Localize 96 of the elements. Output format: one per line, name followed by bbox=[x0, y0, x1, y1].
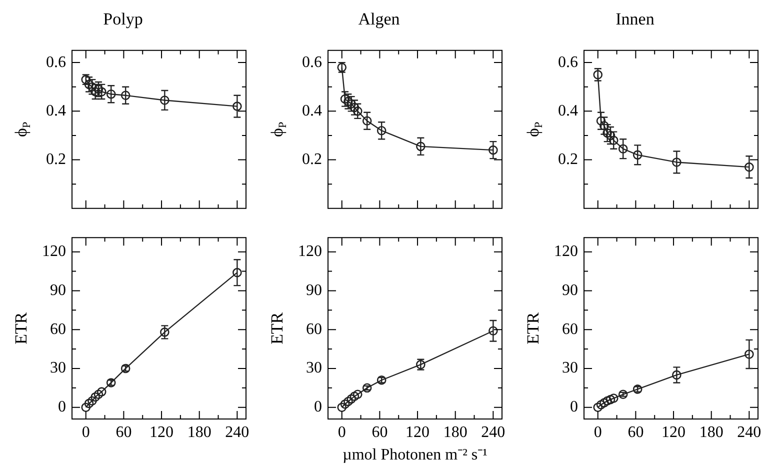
x-tick-label: 120 bbox=[662, 424, 686, 441]
x-tick-label: 180 bbox=[187, 424, 212, 441]
y-tick-label: 0.4 bbox=[558, 102, 578, 120]
y-axis-title: ETR bbox=[523, 312, 542, 344]
y-tick-label: 0.6 bbox=[46, 54, 66, 71]
x-axis-title: µmol Photonen m⁻² s⁻¹ bbox=[342, 446, 488, 464]
point bbox=[106, 90, 116, 99]
y-axis-title: ϕP bbox=[11, 122, 33, 137]
point bbox=[632, 150, 642, 160]
point bbox=[593, 70, 603, 80]
y-tick-label: 0 bbox=[570, 398, 578, 416]
chart-title: Polyp bbox=[103, 10, 143, 29]
point bbox=[416, 142, 426, 152]
point bbox=[90, 392, 100, 402]
point bbox=[84, 398, 94, 408]
point bbox=[602, 128, 612, 138]
y-axis-title: ϕP bbox=[523, 122, 545, 137]
point bbox=[340, 399, 350, 409]
x-tick-label: 180 bbox=[699, 424, 724, 441]
x-tick-label: 120 bbox=[150, 424, 174, 441]
x-tick-label: 240 bbox=[737, 424, 762, 441]
point bbox=[362, 383, 372, 393]
y-tick-label: 0 bbox=[314, 398, 322, 416]
point bbox=[744, 350, 754, 359]
point bbox=[672, 158, 682, 167]
point bbox=[618, 390, 628, 400]
x-tick-label: 0 bbox=[82, 424, 90, 441]
y-tick-label: 0.6 bbox=[302, 54, 322, 71]
y-tick-label: 30 bbox=[50, 360, 66, 377]
point bbox=[488, 326, 498, 336]
point bbox=[352, 390, 362, 400]
x-tick-label: 60 bbox=[116, 424, 132, 441]
x-tick-label: 0 bbox=[338, 424, 346, 441]
y-tick-label: 120 bbox=[298, 243, 322, 260]
y-tick-label: 0.2 bbox=[558, 150, 578, 168]
x-tick-label: 120 bbox=[406, 424, 430, 441]
y-axis-title: ETR bbox=[267, 312, 286, 344]
point bbox=[596, 116, 606, 126]
y-axis-title: ETR bbox=[11, 312, 30, 344]
point bbox=[232, 102, 242, 111]
point bbox=[96, 87, 106, 96]
point bbox=[602, 396, 612, 406]
point bbox=[81, 402, 91, 412]
y-tick-label: 0.6 bbox=[558, 54, 578, 71]
point bbox=[96, 387, 106, 396]
y-tick-label: 0.2 bbox=[46, 150, 66, 168]
point bbox=[160, 96, 170, 105]
y-tick-label: 0.4 bbox=[46, 102, 66, 120]
x-tick-label: 60 bbox=[628, 424, 644, 441]
y-tick-label: 120 bbox=[554, 243, 578, 260]
point bbox=[337, 402, 347, 412]
point bbox=[352, 106, 362, 116]
y-tick-label: 0 bbox=[58, 398, 66, 416]
y-tick-label: 60 bbox=[562, 320, 578, 338]
point bbox=[160, 328, 170, 337]
point bbox=[376, 126, 386, 136]
point bbox=[346, 394, 356, 404]
y-tick-label: 0.2 bbox=[302, 150, 322, 168]
point bbox=[596, 400, 606, 410]
point bbox=[606, 130, 616, 140]
x-tick-label: 60 bbox=[372, 424, 388, 441]
y-tick-label: 60 bbox=[50, 320, 66, 338]
y-tick-label: 0.4 bbox=[302, 102, 322, 120]
x-tick-label: 240 bbox=[225, 424, 250, 441]
point bbox=[488, 145, 498, 155]
point bbox=[593, 402, 603, 412]
point bbox=[120, 90, 130, 100]
x-tick-label: 180 bbox=[443, 424, 468, 441]
point bbox=[744, 162, 754, 172]
point bbox=[350, 392, 360, 401]
point bbox=[344, 396, 353, 406]
y-tick-label: 30 bbox=[562, 360, 578, 377]
chart-title: Innen bbox=[616, 10, 655, 29]
x-tick-label: 240 bbox=[481, 424, 506, 441]
point bbox=[94, 390, 104, 400]
y-tick-label: 60 bbox=[306, 320, 322, 338]
x-tick-label: 0 bbox=[594, 424, 602, 441]
point bbox=[672, 370, 682, 380]
point bbox=[606, 394, 616, 404]
y-tick-label: 90 bbox=[50, 282, 66, 299]
chart-title: Algen bbox=[358, 10, 400, 29]
point bbox=[344, 96, 353, 106]
y-tick-label: 90 bbox=[562, 282, 578, 299]
point bbox=[362, 116, 372, 126]
point bbox=[608, 136, 618, 145]
point bbox=[618, 144, 628, 154]
point bbox=[84, 80, 94, 90]
point bbox=[600, 398, 609, 408]
y-tick-label: 30 bbox=[306, 360, 322, 377]
y-tick-label: 90 bbox=[306, 282, 322, 299]
point bbox=[340, 94, 350, 104]
point bbox=[608, 394, 618, 403]
y-tick-label: 120 bbox=[42, 243, 66, 260]
point bbox=[88, 396, 97, 406]
y-axis-title: ϕP bbox=[267, 122, 289, 137]
point bbox=[232, 268, 242, 278]
